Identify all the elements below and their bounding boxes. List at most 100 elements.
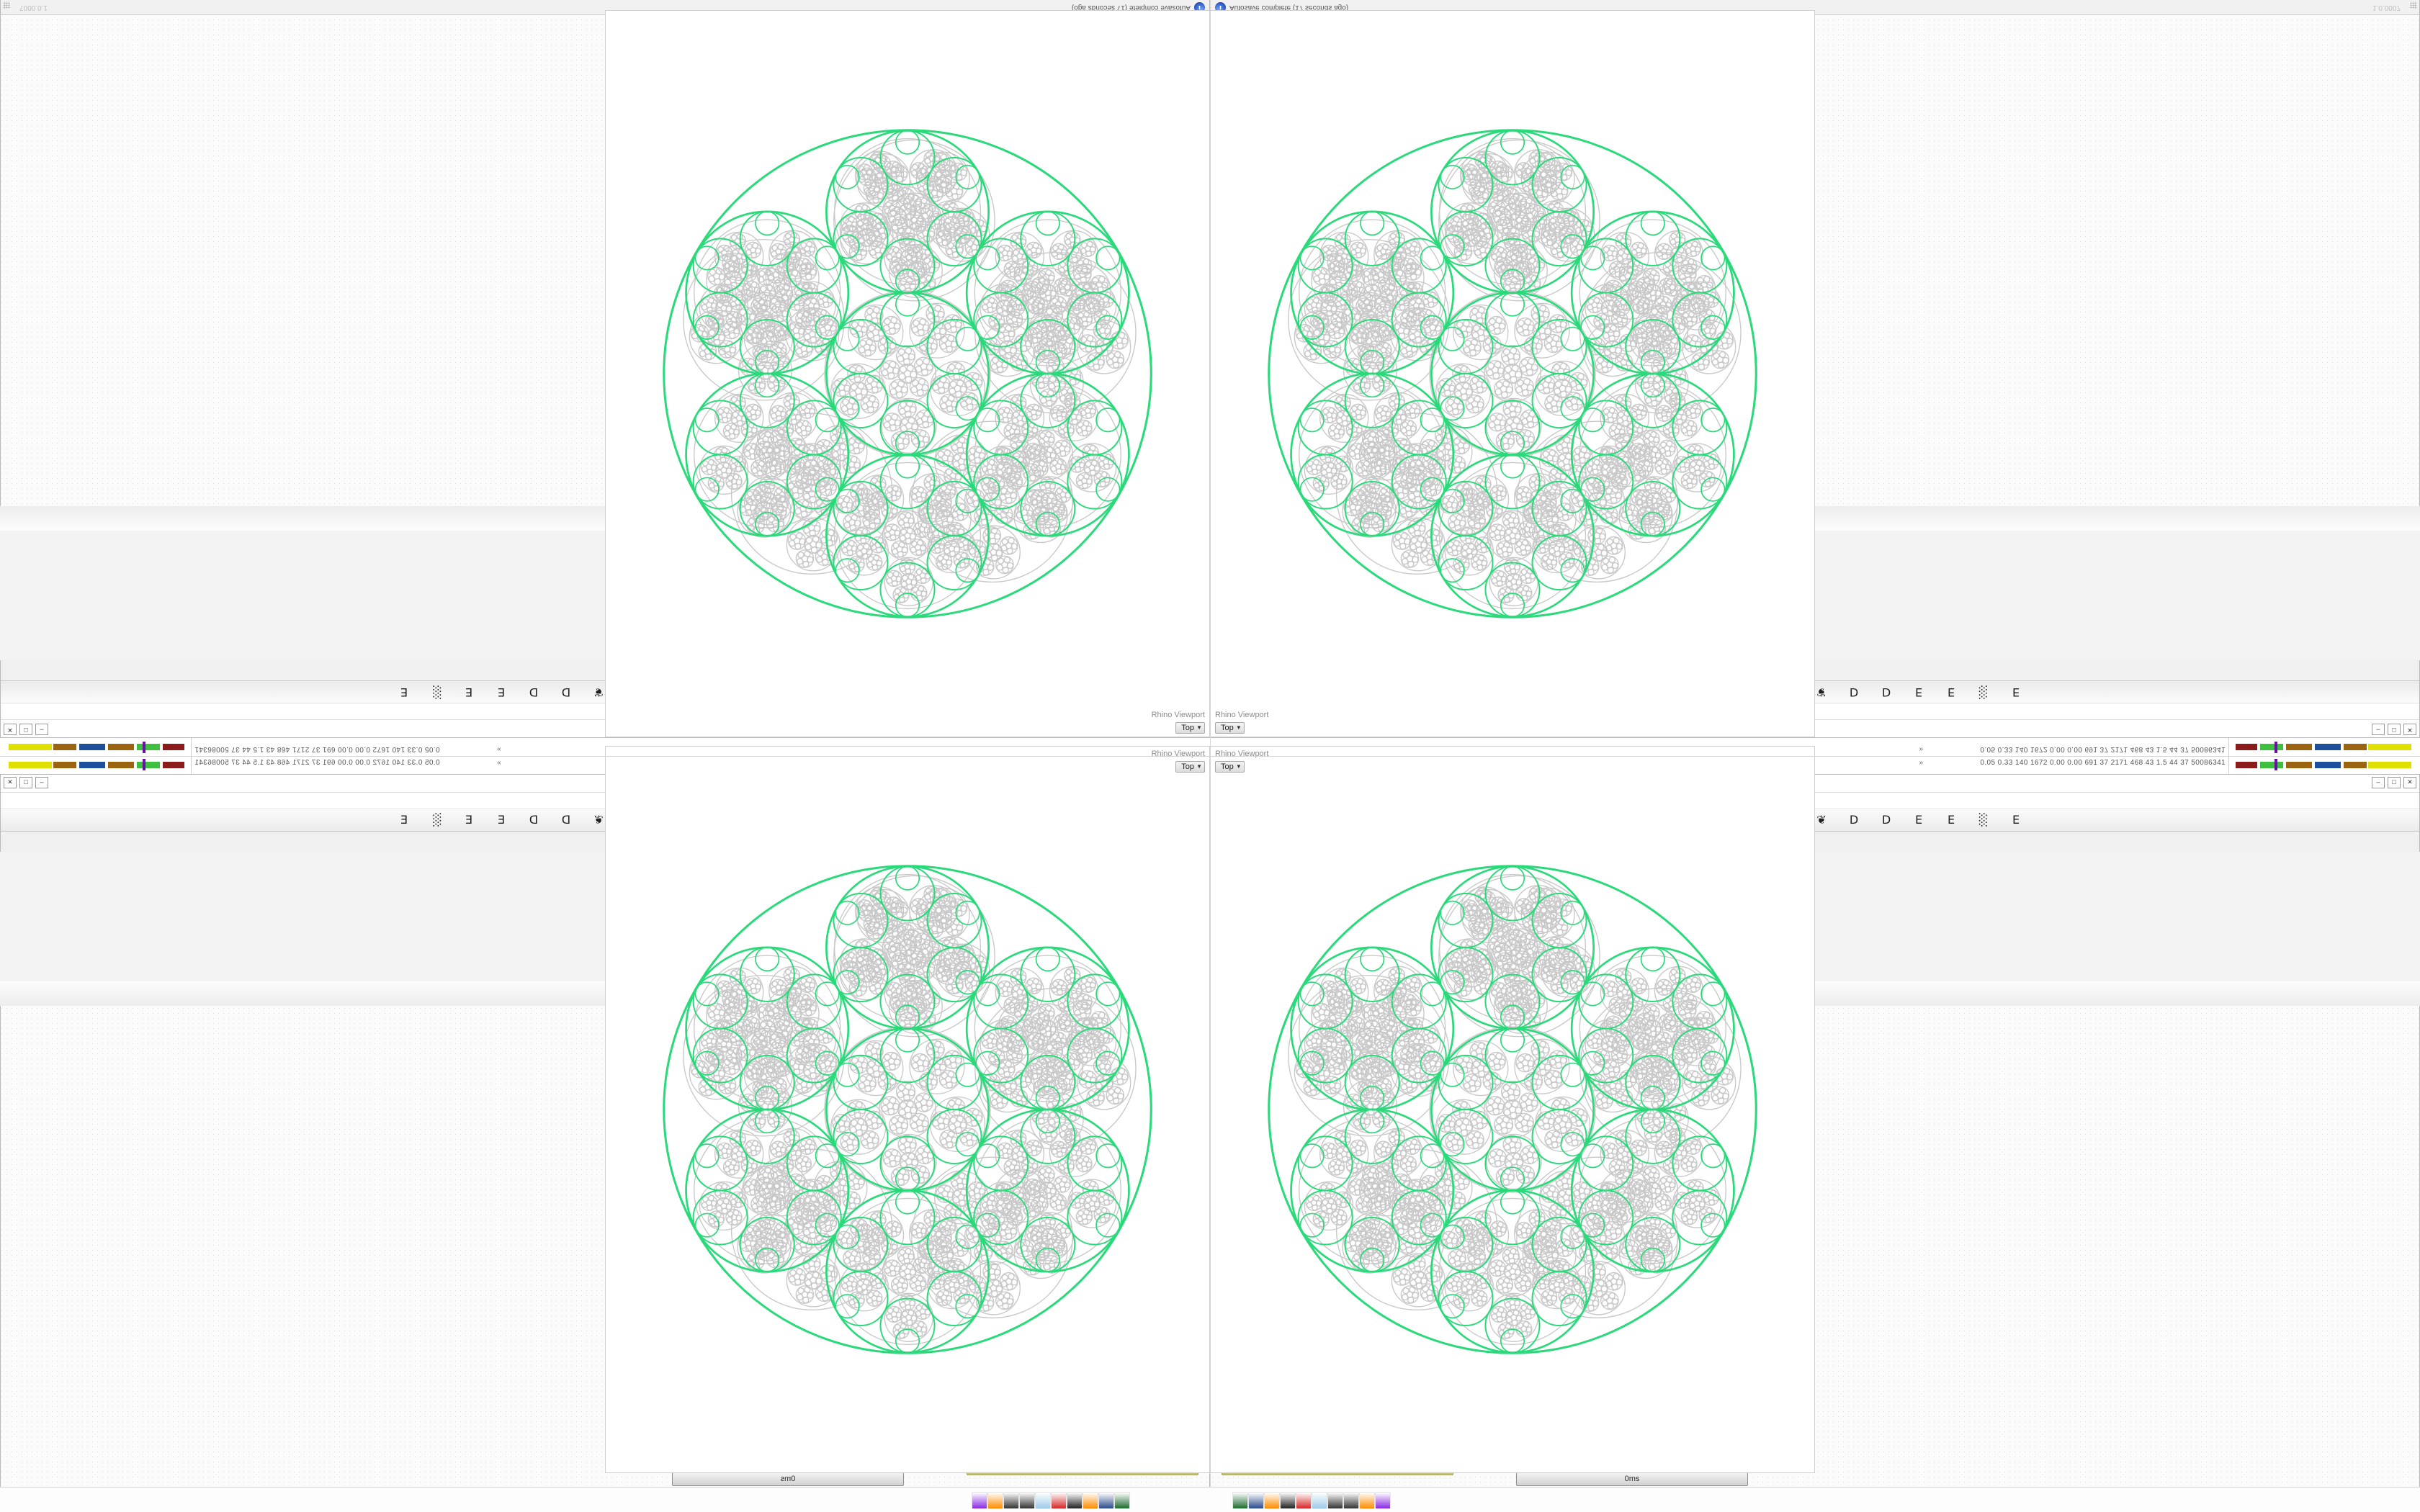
layer-swatch[interactable] <box>108 762 134 768</box>
tab-right-16-icon[interactable]: ░ <box>431 813 442 827</box>
chevron-down-icon[interactable]: ▼ <box>1196 763 1202 770</box>
rhino-viewport-top-right[interactable]: Rhino Viewport Top ▼ <box>1210 10 1815 737</box>
window-controls[interactable]: – □ ✕ <box>2372 724 2416 735</box>
layer-swatch[interactable] <box>2344 744 2367 750</box>
layer-swatch[interactable] <box>163 762 184 768</box>
layer-swatch[interactable] <box>108 744 134 750</box>
layer-swatch[interactable] <box>2260 744 2283 750</box>
tab-right-11-icon[interactable]: ❦ <box>1816 813 1827 827</box>
taskbar-app-icon[interactable] <box>972 1492 987 1509</box>
taskbar-app-icon[interactable] <box>1114 1492 1130 1509</box>
window-controls[interactable]: – □ ✕ <box>4 777 48 788</box>
tab-right-15-icon[interactable]: E <box>465 685 473 699</box>
chevron-down-icon[interactable]: ▼ <box>1196 724 1202 731</box>
tab-right-16-icon[interactable]: ░ <box>431 685 442 699</box>
taskbar-app-icon[interactable] <box>1375 1492 1391 1509</box>
layer-swatch[interactable] <box>2260 762 2283 768</box>
tab-right-17-icon[interactable]: E <box>2012 685 2020 699</box>
maximize-button[interactable]: □ <box>19 724 32 735</box>
taskbar-app-icon[interactable] <box>1343 1492 1359 1509</box>
taskbar-app-icon[interactable] <box>1359 1492 1375 1509</box>
layer-swatch[interactable] <box>2368 762 2411 768</box>
taskbar-app-icon[interactable] <box>1312 1492 1327 1509</box>
rhino-status-caret[interactable]: » <box>497 745 501 753</box>
tab-right-16-icon[interactable]: ░ <box>1978 685 1989 699</box>
resize-grip[interactable] <box>3 1 10 9</box>
tab-right-17-icon[interactable]: E <box>400 685 408 699</box>
layer-swatch[interactable] <box>163 744 184 750</box>
tab-right-13-icon[interactable]: D <box>1881 685 1891 699</box>
taskbar-app-icon[interactable] <box>1327 1492 1343 1509</box>
layer-swatch[interactable] <box>137 744 160 750</box>
window-controls[interactable]: – □ ✕ <box>4 724 48 735</box>
layer-swatch[interactable] <box>137 762 160 768</box>
tab-right-12-icon[interactable]: D <box>561 813 571 827</box>
tab-right-14-icon[interactable]: E <box>1914 813 1923 827</box>
layer-swatch[interactable] <box>2315 762 2341 768</box>
taskbar-app-icon[interactable] <box>1083 1492 1098 1509</box>
tab-right-14-icon[interactable]: E <box>497 813 506 827</box>
tab-right-13-icon[interactable]: D <box>529 813 539 827</box>
tab-right-12-icon[interactable]: D <box>1849 685 1859 699</box>
minimize-button[interactable]: – <box>35 777 48 788</box>
rhino-status-caret[interactable]: » <box>1919 759 1923 767</box>
tab-right-13-icon[interactable]: D <box>529 685 539 699</box>
tab-right-15-icon[interactable]: E <box>1947 813 1955 827</box>
tab-right-17-icon[interactable]: E <box>2012 813 2020 827</box>
taskbar-app-icon[interactable] <box>1003 1492 1019 1509</box>
layer-swatch[interactable] <box>9 744 52 750</box>
taskbar-app-icon[interactable] <box>1098 1492 1114 1509</box>
layer-swatch[interactable] <box>53 762 76 768</box>
layer-swatch[interactable] <box>2344 762 2367 768</box>
viewport-camera-dropdown[interactable]: Top ▼ <box>1215 722 1245 734</box>
tab-right-15-icon[interactable]: E <box>465 813 473 827</box>
maximize-button[interactable]: □ <box>2388 724 2401 735</box>
taskbar-app-icon[interactable] <box>1067 1492 1083 1509</box>
rhino-layer-swatches[interactable] <box>2231 741 2420 754</box>
minimize-button[interactable]: – <box>2372 724 2385 735</box>
tab-right-16-icon[interactable]: ░ <box>1978 813 1989 827</box>
layer-swatch[interactable] <box>2315 744 2341 750</box>
layer-swatch[interactable] <box>2286 762 2312 768</box>
layer-swatch[interactable] <box>2275 759 2277 770</box>
close-button[interactable]: ✕ <box>4 777 17 788</box>
tab-right-17-icon[interactable]: E <box>400 813 408 827</box>
rhino-layer-swatches[interactable] <box>2231 758 2420 771</box>
layer-swatch[interactable] <box>53 744 76 750</box>
taskbar-app-icon[interactable] <box>1248 1492 1264 1509</box>
tab-right-12-icon[interactable]: D <box>1849 813 1859 827</box>
viewport-divider-vertical[interactable] <box>1210 0 1211 1488</box>
tab-right-15-icon[interactable]: E <box>1947 685 1955 699</box>
taskbar-app-icon[interactable] <box>1232 1492 1248 1509</box>
layer-swatch[interactable] <box>2236 762 2257 768</box>
chevron-down-icon[interactable]: ▼ <box>1235 724 1242 731</box>
taskbar-app-icon[interactable] <box>1035 1492 1051 1509</box>
taskbar-app-icon[interactable] <box>1296 1492 1312 1509</box>
layer-swatch[interactable] <box>2368 744 2411 750</box>
minimize-button[interactable]: – <box>2372 777 2385 788</box>
layer-swatch[interactable] <box>2275 742 2277 753</box>
window-controls[interactable]: – □ ✕ <box>2372 777 2416 788</box>
rhino-viewport-bottom-right[interactable]: Rhino Viewport Top ▼ <box>1210 746 1815 1473</box>
rhino-layer-swatches[interactable] <box>0 758 189 771</box>
maximize-button[interactable]: □ <box>2388 777 2401 788</box>
taskbar[interactable] <box>0 1487 2420 1512</box>
viewport-camera-dropdown[interactable]: Top ▼ <box>1215 761 1245 773</box>
layer-swatch[interactable] <box>9 762 52 768</box>
tab-right-14-icon[interactable]: E <box>497 685 506 699</box>
rhino-viewport-top-left[interactable]: Rhino Viewport Top ▼ <box>605 10 1210 737</box>
taskbar-app-icon[interactable] <box>1019 1492 1035 1509</box>
layer-swatch[interactable] <box>143 759 145 770</box>
close-button[interactable]: ✕ <box>4 724 17 735</box>
taskbar-app-icon[interactable] <box>987 1492 1003 1509</box>
close-button[interactable]: ✕ <box>2403 777 2416 788</box>
taskbar-app-icon[interactable] <box>1051 1492 1067 1509</box>
rhino-viewport-bottom-left[interactable]: Rhino Viewport Top ▼ <box>605 746 1210 1473</box>
maximize-button[interactable]: □ <box>19 777 32 788</box>
tab-right-12-icon[interactable]: D <box>561 685 571 699</box>
chevron-down-icon[interactable]: ▼ <box>1235 763 1242 770</box>
layer-swatch[interactable] <box>143 742 145 753</box>
layer-swatch[interactable] <box>79 744 105 750</box>
layer-swatch[interactable] <box>2286 744 2312 750</box>
tab-right-13-icon[interactable]: D <box>1881 813 1891 827</box>
